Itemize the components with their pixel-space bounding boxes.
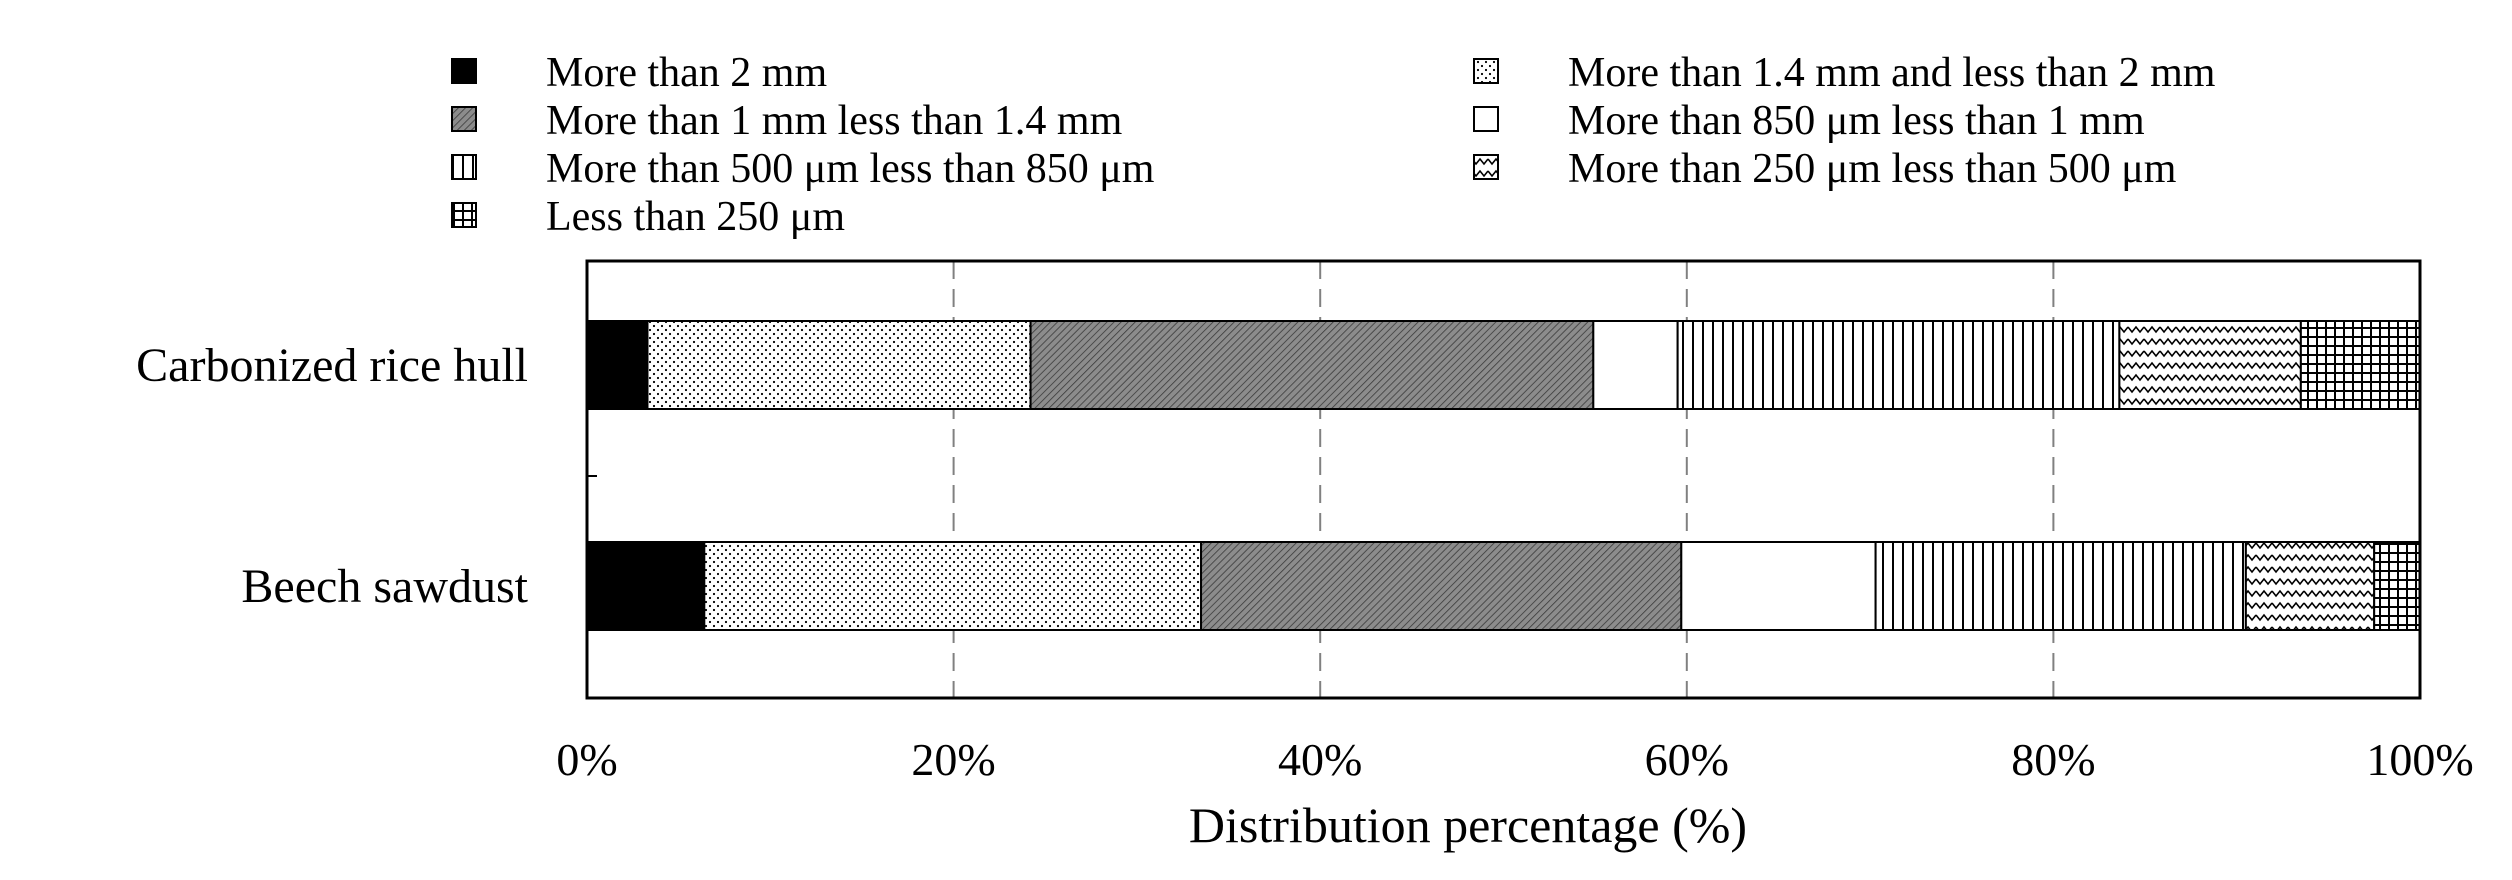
legend-item-more-than-1-4-mm-and-less-than-2-mm: More than 1.4 mm and less than 2 mm xyxy=(1473,50,2216,96)
legend-swatch xyxy=(1473,58,1499,84)
x-tick-label-100: 100% xyxy=(2366,734,2473,785)
legend-swatch xyxy=(451,202,477,228)
bar-beech-sawdust-more-than-500-m-less-than-850-m xyxy=(1874,541,2247,631)
legend-item-less-than-250-m: Less than 250 μm xyxy=(451,194,845,240)
legend-label: More than 850 μm less than 1 mm xyxy=(1568,98,2145,144)
bar-carbonized-rice-hull-more-than-250-m-less-than-500-m xyxy=(2118,320,2302,410)
legend: More than 2 mm More than 1.4 mm and less … xyxy=(451,50,2216,240)
x-tick-label-0: 0% xyxy=(556,734,617,785)
legend-swatch xyxy=(451,106,477,132)
legend-label: More than 1 mm less than 1.4 mm xyxy=(546,98,1123,144)
legend-label: More than 500 μm less than 850 μm xyxy=(546,146,1155,192)
legend-swatch xyxy=(1473,106,1499,132)
bar-beech-sawdust-more-than-1-mm-less-than-1-4-mm xyxy=(1200,541,1683,631)
bar-carbonized-rice-hull-more-than-1-mm-less-than-1-4-mm xyxy=(1029,320,1595,410)
bar-beech-sawdust-more-than-850-m-less-than-1-mm xyxy=(1680,541,1877,631)
x-tick-label-40: 40% xyxy=(1278,734,1362,785)
category-label-beech-sawdust: Beech sawdust xyxy=(241,560,528,613)
legend-item-more-than-250-m-less-than-500-m: More than 250 μm less than 500 μm xyxy=(1473,146,2177,192)
bar-carbonized-rice-hull-more-than-850-m-less-than-1-mm xyxy=(1592,320,1679,410)
plot-frame xyxy=(585,259,2422,700)
bar-carbonized-rice-hull-more-than-2-mm xyxy=(586,320,649,410)
bar-carbonized-rice-hull-more-than-500-m-less-than-850-m xyxy=(1676,320,2121,410)
x-tick-label-80: 80% xyxy=(2011,734,2095,785)
legend-label: Less than 250 μm xyxy=(546,194,845,240)
x-axis-title: Distribution percentage (%) xyxy=(1189,797,1747,853)
bar-carbonized-rice-hull-less-than-250-m xyxy=(2299,320,2421,410)
x-tick-label-60: 60% xyxy=(1645,734,1729,785)
legend-label: More than 250 μm less than 500 μm xyxy=(1568,146,2177,192)
legend-label: More than 1.4 mm and less than 2 mm xyxy=(1568,50,2216,96)
bar-beech-sawdust-more-than-1-4-mm-and-less-than-2-mm xyxy=(703,541,1203,631)
bars xyxy=(586,320,2422,631)
bar-beech-sawdust-more-than-250-m-less-than-500-m xyxy=(2244,541,2376,631)
legend-item-more-than-1-mm-less-than-1-4-mm: More than 1 mm less than 1.4 mm xyxy=(451,98,1123,144)
axes xyxy=(585,259,2422,700)
legend-label: More than 2 mm xyxy=(546,50,827,96)
legend-swatch xyxy=(451,154,477,180)
axis-labels: Carbonized rice hull Beech sawdust 0% 20% 40… xyxy=(136,339,2474,785)
bar-beech-sawdust-less-than-250-m xyxy=(2373,541,2422,631)
legend-swatch xyxy=(1473,154,1499,180)
bar-carbonized-rice-hull-more-than-1-4-mm-and-less-than-2-mm xyxy=(646,320,1032,410)
legend-swatch xyxy=(451,58,477,84)
category-label-carbonized-rice-hull: Carbonized rice hull xyxy=(136,339,528,392)
bar-beech-sawdust-more-than-2-mm xyxy=(586,541,706,631)
legend-item-more-than-500-m-less-than-850-m: More than 500 μm less than 850 μm xyxy=(451,146,1155,192)
legend-item-more-than-2-mm: More than 2 mm xyxy=(451,50,827,96)
x-tick-label-20: 20% xyxy=(911,734,995,785)
legend-item-more-than-850-m-less-than-1-mm: More than 850 μm less than 1 mm xyxy=(1473,98,2145,144)
